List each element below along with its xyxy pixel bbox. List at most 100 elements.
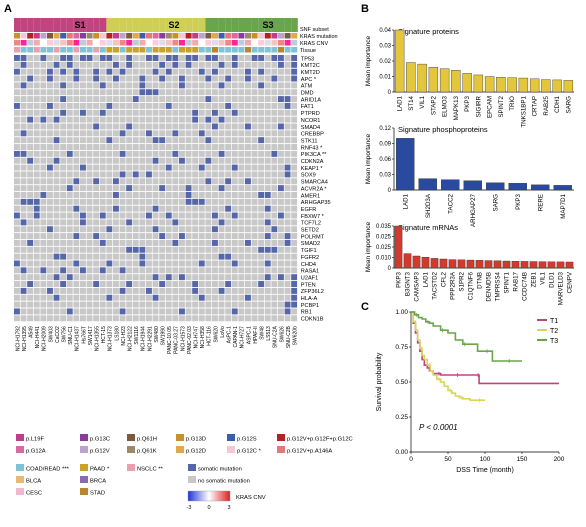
mutation-cell	[33, 178, 40, 185]
mutation-cell	[264, 75, 271, 82]
mutation-cell	[33, 281, 40, 287]
kras-cnv-track	[14, 40, 298, 46]
mutation-cell	[218, 315, 225, 322]
mutation-cell	[139, 260, 146, 267]
mutation-cell	[271, 68, 278, 75]
mutation-cell	[126, 212, 133, 219]
mutation-cell	[238, 96, 245, 103]
mutation-cell	[53, 219, 60, 226]
mutation-cell	[113, 123, 119, 130]
mutation-cell	[132, 55, 139, 61]
tissue-cell	[113, 47, 119, 53]
mutation-cell	[14, 75, 20, 82]
mutation-cell	[238, 281, 245, 287]
mutation-cell	[159, 281, 166, 287]
mutation-cell	[251, 233, 258, 240]
mutation-cell	[40, 315, 47, 322]
gene-label: FGFR2	[301, 255, 319, 261]
mutation-cell	[93, 192, 100, 198]
mutation-cell	[225, 267, 232, 274]
mutation-cell	[172, 116, 179, 123]
mutation-cell	[218, 68, 225, 75]
mutation-cell	[159, 192, 166, 198]
mutation-cell	[185, 315, 192, 322]
mutation-cell	[119, 137, 126, 144]
mutation-cell	[93, 55, 100, 61]
legend-label: PAAD *	[90, 467, 110, 473]
tissue-cell	[60, 47, 67, 53]
mutation-cell	[53, 68, 60, 75]
mutation-cell	[93, 102, 100, 109]
mutation-cell	[86, 82, 93, 89]
mutation-cell	[139, 164, 146, 171]
kras-mutation-cell	[278, 33, 284, 39]
mutation-cell	[179, 171, 185, 178]
mutation-cell	[284, 55, 291, 61]
mutation-cell	[33, 260, 40, 267]
x-tick-label: RAB17	[513, 271, 520, 291]
mutation-cell	[152, 274, 159, 281]
mutation-cell	[47, 198, 53, 205]
mutation-cell	[152, 123, 159, 130]
mutation-cell	[60, 178, 67, 185]
cnv-legend-label: KRAS CNV	[236, 495, 266, 501]
x-tick-label: PKP3	[464, 95, 471, 111]
gene-label: CREBBP	[301, 132, 324, 138]
mutation-cell	[258, 102, 265, 109]
mutation-cell	[271, 281, 278, 287]
mutation-cell	[66, 253, 73, 260]
mutation-cell	[225, 123, 232, 130]
mutation-cell	[53, 102, 60, 109]
mutation-cell	[218, 308, 225, 315]
mutation-cell	[278, 171, 284, 178]
mutation-cell	[139, 55, 146, 61]
mutation-cell	[179, 219, 185, 226]
mutation-cell	[99, 233, 106, 240]
mutation-cell	[113, 198, 119, 205]
mutation-cell	[152, 68, 159, 75]
mutation-cell	[126, 68, 133, 75]
mutation-cell	[218, 212, 225, 219]
mutation-cell	[99, 205, 106, 212]
mutation-cell	[212, 205, 218, 212]
legend-label: p.G13C	[90, 437, 110, 443]
mutation-cell	[132, 226, 139, 233]
mutation-cell	[132, 205, 139, 212]
mutation-cell	[47, 68, 53, 75]
mutation-cell	[172, 109, 179, 116]
mutation-cell	[60, 68, 67, 75]
mutation-cell	[60, 123, 67, 130]
oncoprint-legend: p.L19F p.G13C p.Q61H p.G13D p.G12S p.G12V+p.G…	[16, 434, 353, 511]
mutation-cell	[258, 55, 265, 61]
mutation-cell	[146, 116, 152, 123]
mutation-cell	[152, 315, 159, 322]
mutation-cell	[132, 68, 139, 75]
mutation-cell	[238, 144, 245, 150]
mutation-cell	[284, 102, 291, 109]
legend-label: p.G12A	[26, 449, 46, 455]
mutation-cell	[179, 96, 185, 103]
mutation-cell	[172, 267, 179, 274]
mutation-cell	[264, 260, 271, 267]
mutation-cell	[205, 75, 212, 82]
x-tick-label: TACC2	[447, 193, 454, 213]
mutation-cell	[14, 171, 20, 178]
mutation-cell	[86, 178, 93, 185]
mutation-cell	[146, 294, 152, 301]
mutation-cell	[14, 130, 20, 137]
mutation-cell	[99, 164, 106, 171]
cell-line-label: NCI-H1437	[75, 326, 81, 351]
mutation-cell	[159, 102, 166, 109]
mutation-cell	[271, 82, 278, 89]
mutation-cell	[251, 75, 258, 82]
mutation-cell	[198, 239, 205, 246]
mutation-cell	[251, 226, 258, 233]
mutation-cell	[231, 274, 238, 281]
kras-mutation-cell	[192, 33, 199, 39]
mutation-cell	[14, 178, 20, 185]
mutation-cell	[205, 308, 212, 315]
mutation-cell	[231, 205, 238, 212]
mutation-cell	[20, 246, 27, 253]
mutation-cell	[172, 89, 179, 96]
x-tick-label: ARHGAP27	[470, 193, 477, 227]
